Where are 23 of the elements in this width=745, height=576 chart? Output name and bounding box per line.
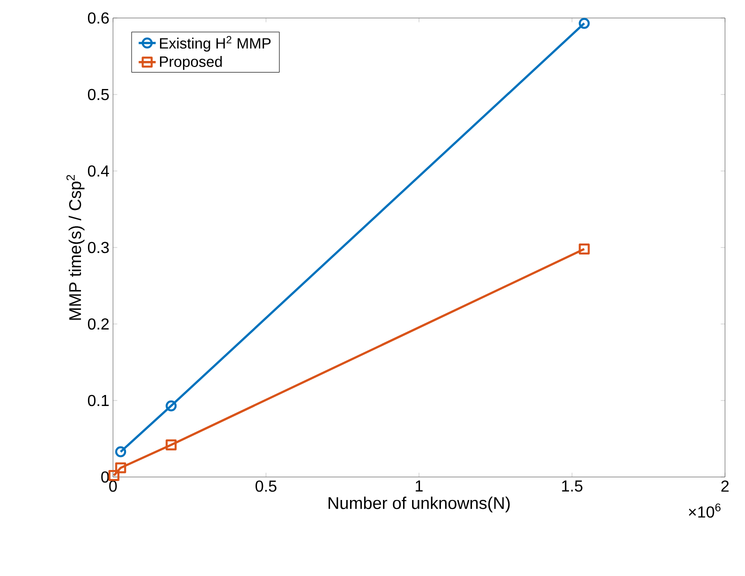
y-tick-label: 0 [101,471,109,483]
y-tick-label: 0.5 [88,88,109,100]
point [166,400,177,412]
x-axis-title: Number of unknowns(N) [328,496,510,512]
y-tick-label: 0.6 [88,12,109,24]
y-tick-label: 0.4 [88,165,110,177]
y-tick-label: 0.1 [88,394,109,406]
point [578,244,590,255]
y-tick-label: 0.2 [88,318,109,330]
x-tick-label: 2 [721,480,729,492]
point [115,446,126,458]
x-tick-label: 0.5 [256,480,276,492]
x-tick-label: 0 [109,480,117,492]
legend-label: Existing H$^{2}$ MMP [160,36,271,52]
text: ×10$^{6}$ [688,503,721,518]
point [166,439,177,450]
legend-label: Proposed [160,56,222,70]
y-tick-label: 0.3 [88,242,109,254]
y-axis-title: MMP time(s) / Csp$^{2}$ [66,174,84,320]
point [108,470,120,481]
point [578,18,590,29]
x-tick-label: 1.5 [562,480,582,492]
x-tick-label: 1 [416,480,423,492]
